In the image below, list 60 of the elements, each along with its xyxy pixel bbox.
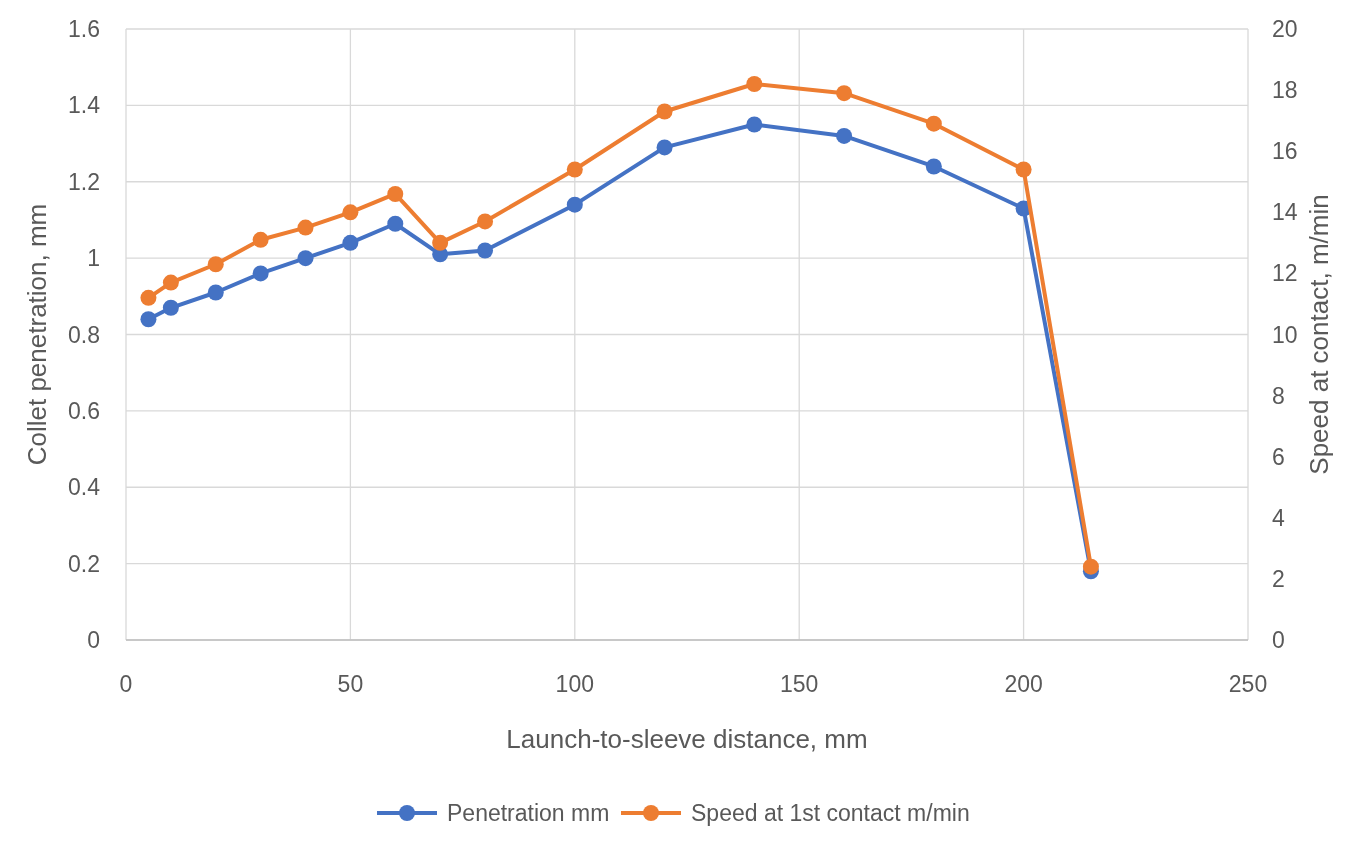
point — [746, 75, 763, 92]
y2-tick-label: 14 — [1272, 199, 1298, 226]
point — [387, 185, 404, 202]
y2-tick-label: 0 — [1272, 627, 1285, 653]
point — [925, 115, 942, 132]
point — [477, 213, 494, 230]
y-tick-label: 1.6 — [68, 16, 100, 42]
point — [252, 265, 269, 282]
point — [140, 311, 157, 328]
y2-tick-label: 20 — [1272, 16, 1298, 42]
x-tick-label: 50 — [337, 671, 364, 697]
point — [656, 103, 673, 120]
point — [746, 116, 763, 133]
y-tick-label: 1 — [87, 245, 100, 272]
point — [656, 139, 673, 156]
x-tick-label: 200 — [1004, 671, 1043, 697]
y-tick-label: 0.4 — [68, 474, 101, 501]
point — [297, 219, 314, 236]
y-tick-label: 0 — [87, 627, 100, 653]
y2-tick-label: 18 — [1272, 77, 1298, 104]
y2-axis-title: Speed at contact, m/min — [1304, 194, 1334, 475]
point — [566, 161, 583, 178]
y2-tick-label: 4 — [1272, 504, 1285, 531]
y2-tick-label: 16 — [1272, 138, 1298, 165]
y-tick-label: 0.8 — [68, 321, 100, 348]
point — [342, 204, 359, 221]
point — [342, 234, 359, 251]
y2-tick-label: 2 — [1272, 565, 1285, 592]
y2-tick-label: 10 — [1272, 321, 1298, 348]
point — [1015, 161, 1032, 178]
y-tick-label: 0.6 — [68, 397, 100, 424]
point — [566, 196, 583, 213]
point — [477, 242, 494, 259]
y-tick-label: 0.2 — [68, 550, 100, 577]
legend-label: Penetration mm — [447, 800, 610, 826]
x-tick-label: 0 — [119, 671, 133, 697]
y2-tick-label: 8 — [1272, 382, 1285, 409]
point — [387, 215, 404, 232]
point — [207, 284, 224, 301]
x-tick-label: 100 — [555, 671, 594, 697]
point — [1082, 558, 1099, 575]
y2-tick-label: 12 — [1272, 260, 1298, 287]
x-tick-label: 150 — [780, 671, 819, 697]
point — [162, 274, 179, 291]
point — [297, 250, 314, 267]
point — [836, 85, 853, 102]
point — [162, 299, 179, 316]
point — [140, 289, 157, 306]
y-tick-label: 1.2 — [68, 168, 100, 195]
legend-label: Speed at 1st contact m/min — [691, 800, 970, 826]
point — [432, 234, 449, 251]
y-axis-title: Collet penetration, mm — [22, 203, 52, 466]
point — [836, 127, 853, 144]
x-tick-label: 250 — [1228, 671, 1268, 697]
point — [252, 231, 269, 248]
y2-tick-label: 6 — [1272, 443, 1285, 470]
point — [925, 158, 942, 175]
point — [207, 256, 224, 273]
x-axis-title: Launch-to-sleeve distance, mm — [506, 724, 868, 754]
y-tick-label: 1.4 — [68, 92, 101, 119]
